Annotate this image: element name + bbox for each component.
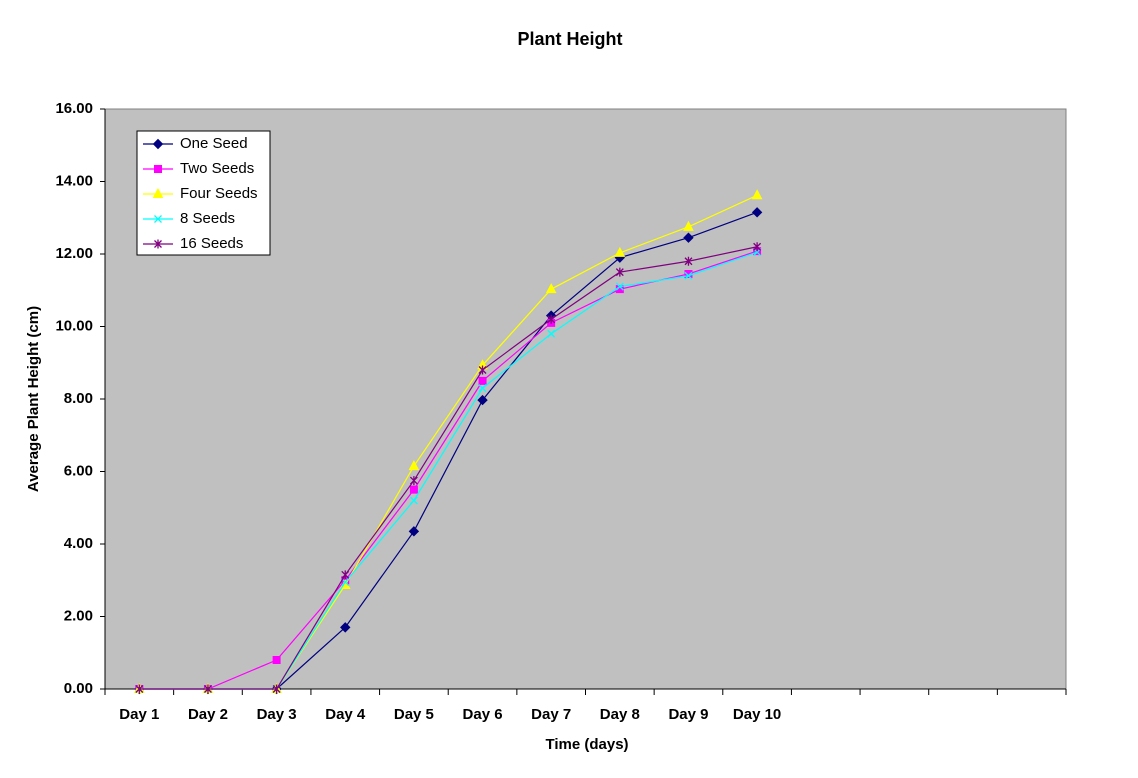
x-tick-label: Day 7 [531, 706, 571, 723]
marker [547, 329, 556, 338]
y-tick-label: 16.00 [55, 100, 93, 117]
marker [272, 656, 281, 664]
y-tick-label: 12.00 [55, 245, 93, 262]
marker [615, 282, 624, 291]
chart-title: Plant Height [517, 29, 622, 49]
marker [154, 215, 162, 223]
x-tick-label: Day 5 [394, 706, 434, 723]
y-tick-label: 2.00 [64, 607, 93, 624]
legend-label: Two Seeds [180, 160, 254, 177]
marker [478, 365, 487, 375]
legend-label: One Seed [180, 135, 248, 152]
marker [547, 314, 556, 324]
marker [409, 476, 418, 486]
marker [409, 485, 418, 494]
marker [340, 622, 351, 633]
legend-label: Four Seeds [180, 185, 258, 202]
legend-label: 8 Seeds [180, 210, 235, 227]
marker [545, 283, 557, 294]
marker [408, 526, 420, 537]
marker [204, 684, 212, 694]
y-tick-label: 6.00 [64, 462, 93, 479]
marker [478, 376, 487, 385]
marker [614, 246, 626, 257]
series-line [139, 246, 758, 690]
marker [478, 384, 487, 393]
marker [272, 684, 281, 694]
x-tick-label: Day 2 [188, 706, 228, 723]
marker [152, 138, 164, 150]
marker [615, 267, 624, 277]
y-axis-label: Average Plant Height (cm) [25, 306, 42, 492]
marker [409, 496, 418, 505]
marker [477, 394, 488, 406]
x-tick-label: Day 4 [325, 706, 366, 723]
x-tick-label: Day 1 [119, 706, 159, 723]
y-tick-label: 4.00 [64, 535, 93, 552]
marker [684, 271, 693, 280]
x-tick-label: Day 8 [600, 706, 640, 723]
x-tick-label: Day 3 [257, 706, 297, 723]
marker [341, 570, 350, 580]
y-tick-label: 8.00 [64, 390, 93, 407]
marker [751, 207, 763, 218]
x-tick-label: Day 10 [733, 706, 781, 723]
x-tick-label: Day 9 [668, 706, 708, 723]
y-tick-label: 0.00 [64, 680, 93, 697]
marker [753, 242, 762, 252]
marker [684, 256, 693, 266]
marker [154, 239, 162, 249]
marker [408, 459, 420, 471]
legend-label: 16 Seeds [180, 235, 243, 252]
marker [152, 187, 164, 198]
marker [135, 684, 144, 694]
marker [751, 189, 763, 200]
x-tick-label: Day 6 [463, 706, 503, 723]
y-tick-label: 14.00 [55, 172, 93, 189]
x-axis-label: Time (days) [545, 736, 628, 753]
marker [683, 220, 694, 231]
y-tick-label: 10.00 [55, 317, 93, 334]
marker [154, 165, 162, 173]
marker [683, 232, 694, 243]
